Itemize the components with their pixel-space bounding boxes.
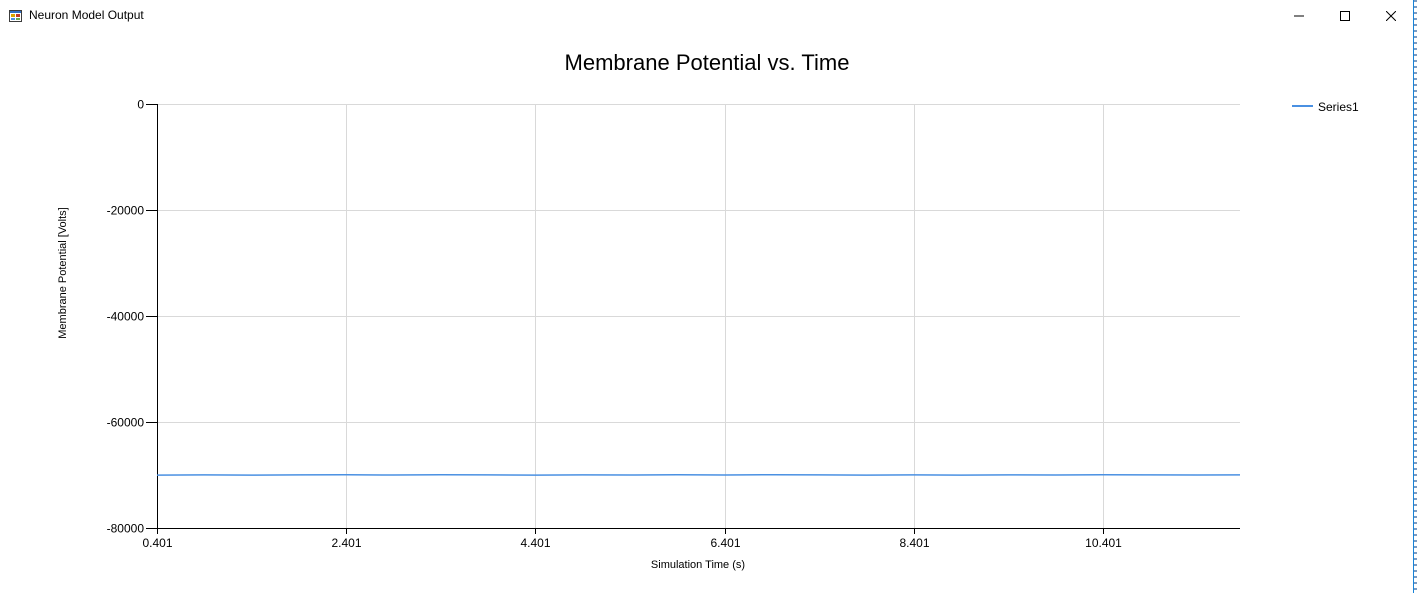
window-title: Neuron Model Output bbox=[29, 8, 144, 22]
x-tick-label: 0.401 bbox=[142, 536, 172, 550]
x-tick-label: 6.401 bbox=[710, 536, 740, 550]
minimize-button[interactable] bbox=[1276, 0, 1322, 31]
grid-lines bbox=[157, 104, 1240, 528]
y-tick-label: 0 bbox=[137, 98, 144, 112]
maximize-icon bbox=[1340, 10, 1350, 21]
chart-axes bbox=[146, 104, 1240, 534]
membrane-potential-chart: Membrane Potential vs. Time 0 -20000 -4000… bbox=[57, 50, 1359, 571]
y-tick-label: -80000 bbox=[107, 522, 145, 536]
y-tick-label: -60000 bbox=[107, 416, 145, 430]
x-tick-label: 8.401 bbox=[899, 536, 929, 550]
chart-title: Membrane Potential vs. Time bbox=[565, 50, 850, 75]
close-button[interactable] bbox=[1368, 0, 1414, 31]
legend-label-series1: Series1 bbox=[1318, 100, 1359, 114]
y-tick-label: -40000 bbox=[107, 310, 145, 324]
minimize-icon bbox=[1294, 15, 1304, 16]
window-edge bbox=[1414, 0, 1417, 593]
maximize-button[interactable] bbox=[1322, 0, 1368, 31]
close-icon bbox=[1386, 10, 1396, 21]
y-axis-label: Membrane Potential [Volts] bbox=[57, 207, 69, 338]
app-window-icon[interactable] bbox=[9, 9, 22, 22]
x-axis-label: Simulation Time (s) bbox=[651, 559, 745, 571]
x-tick-label: 2.401 bbox=[331, 536, 361, 550]
y-tick-label: -20000 bbox=[107, 204, 145, 218]
x-tick-label: 4.401 bbox=[520, 536, 550, 550]
title-bar[interactable]: Neuron Model Output bbox=[0, 0, 1413, 31]
chart-legend[interactable]: Series1 bbox=[1292, 100, 1359, 114]
x-tick-label: 10.401 bbox=[1085, 536, 1122, 550]
